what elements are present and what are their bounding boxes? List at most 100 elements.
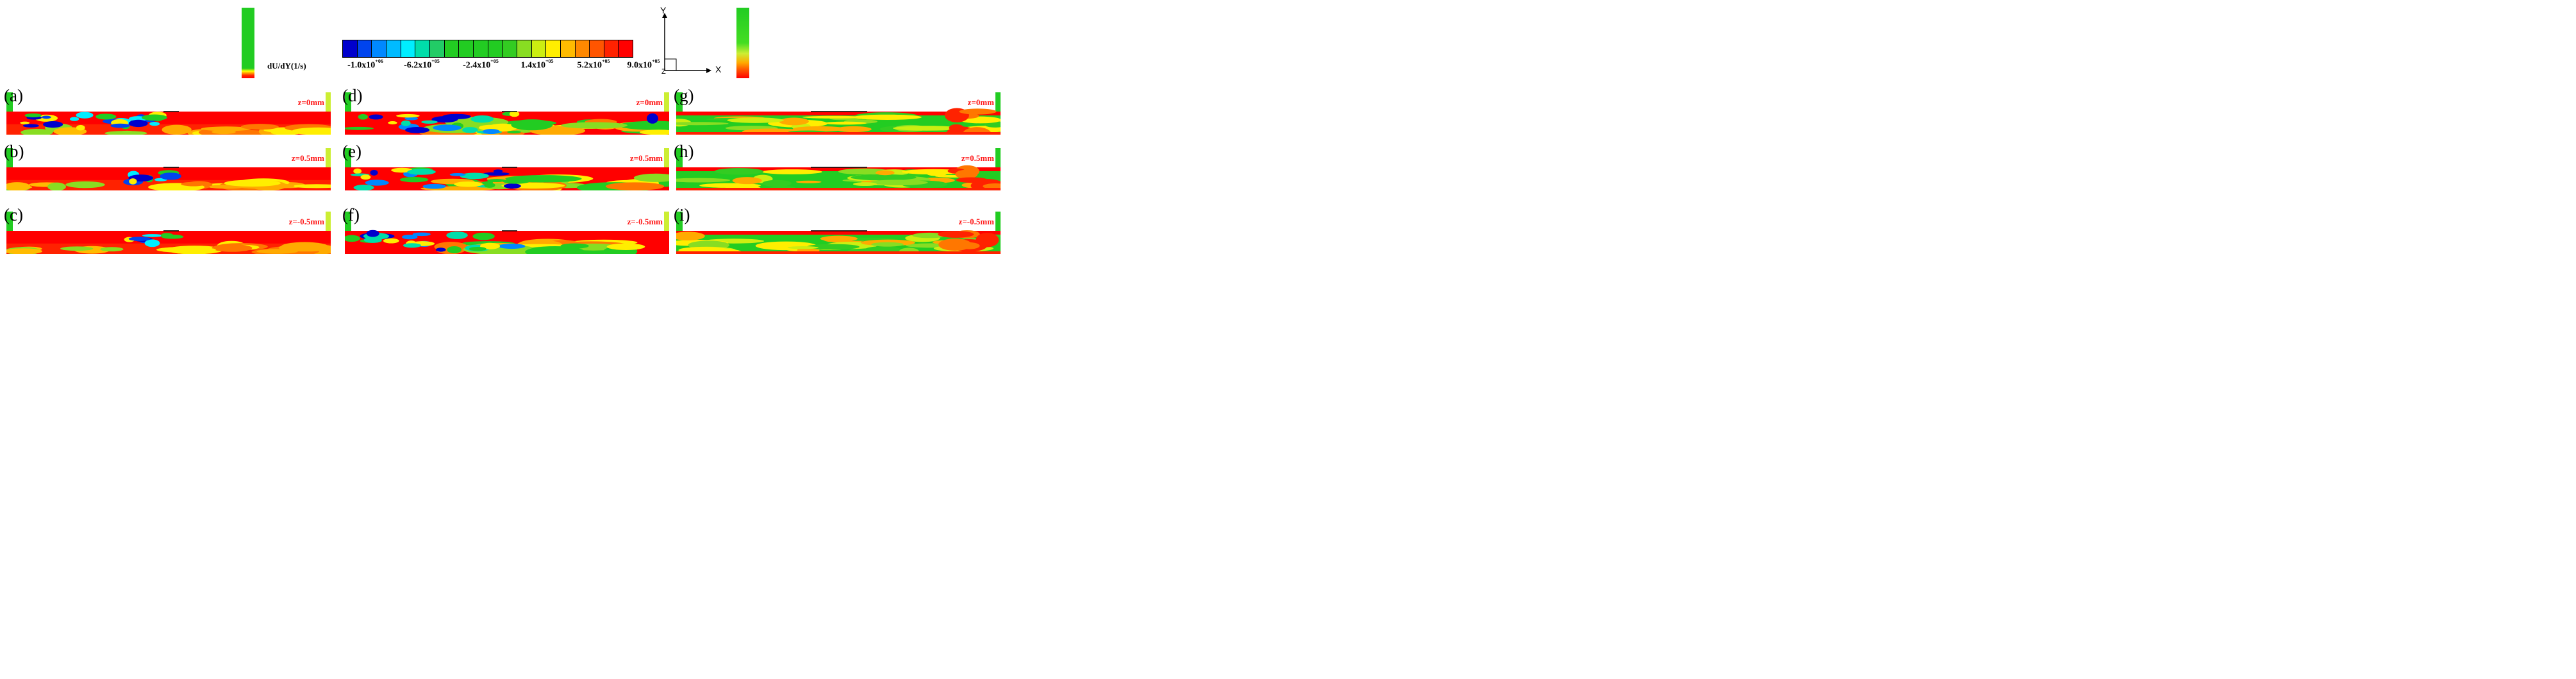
contour-region — [345, 126, 374, 130]
contour-plot — [676, 92, 1001, 135]
contour-region — [871, 242, 904, 247]
axes-indicator: Y X Z — [656, 5, 727, 77]
contour-region — [6, 248, 42, 254]
vortex-region — [647, 113, 658, 124]
contour-region — [958, 242, 980, 249]
contour-region — [479, 242, 501, 249]
contour-region — [449, 173, 466, 176]
contour-region — [870, 180, 928, 186]
contour-region — [96, 113, 117, 120]
contour-region — [483, 129, 500, 135]
colorbar-tick-label: -1.0x10+06 — [347, 58, 383, 71]
colorbar-tick-label: -2.4x10+05 — [463, 58, 499, 71]
contour-region — [181, 181, 206, 187]
contour-region — [24, 113, 42, 118]
panel-z-label: z=-0.5mm — [627, 217, 663, 226]
contour-region — [761, 169, 822, 174]
contour-region — [360, 174, 371, 180]
contour-region — [291, 184, 331, 189]
contour-region — [47, 182, 66, 190]
contour-region — [983, 183, 1001, 189]
contour-region — [435, 247, 446, 252]
contour-region — [787, 246, 819, 249]
colorbar-swatch — [488, 40, 503, 57]
contour-region — [353, 185, 374, 190]
contour-region — [292, 127, 331, 135]
contour-region — [156, 246, 216, 253]
contour-region — [976, 233, 999, 247]
colorbar-swatch — [459, 40, 474, 57]
colorbar-tick-text: -6.2x10 — [404, 60, 432, 71]
contour-region — [370, 169, 378, 176]
contour-region — [938, 231, 974, 238]
colorbar-swatch — [473, 40, 488, 57]
colorbar-title: dU/dY(1/s) — [267, 61, 306, 71]
contour-region — [462, 127, 478, 133]
contour-region — [421, 120, 438, 124]
contour-region — [100, 247, 124, 252]
inlet-strip — [6, 212, 13, 231]
panel-label: (d) — [342, 86, 363, 105]
outlet-strip — [995, 92, 1001, 112]
contour-region — [65, 181, 105, 189]
contour-region — [714, 168, 764, 175]
contour-region — [493, 169, 503, 173]
colorbar-tick-text: 9.0x10 — [627, 60, 652, 71]
contour-plot — [676, 148, 1001, 190]
contour-region — [820, 235, 858, 242]
colorbar-swatch — [429, 40, 445, 57]
contour-region — [399, 177, 429, 183]
contour-region — [396, 113, 420, 118]
contour-region — [401, 120, 411, 126]
contour-region — [142, 114, 167, 121]
inlet-strip — [345, 212, 351, 231]
colorbar-swatch — [503, 40, 517, 57]
inlet-strip — [676, 148, 683, 167]
outlet-strip — [664, 212, 669, 231]
contour-region — [835, 126, 872, 133]
colorbar — [342, 40, 633, 58]
contour-region — [460, 172, 489, 180]
contour-region — [128, 119, 148, 128]
colorbar-swatch — [357, 40, 372, 57]
contour-region — [129, 178, 137, 185]
colorbar-tick-exponent: +05 — [545, 58, 554, 64]
contour-region — [383, 238, 399, 244]
contour-region — [676, 188, 1001, 190]
contour-region — [802, 115, 865, 119]
contour-plot — [345, 148, 669, 190]
contour-region — [403, 243, 421, 248]
contour-region — [852, 182, 877, 187]
contour-panel: (d) z=0mm — [342, 86, 669, 135]
inlet-strip — [345, 148, 351, 167]
panel-z-label: z=0.5mm — [291, 153, 324, 163]
inlet-strip — [676, 212, 683, 231]
colorbar-swatch — [401, 40, 416, 57]
contour-plot — [6, 212, 331, 254]
contour-plot — [676, 212, 1001, 254]
contour-region — [212, 244, 253, 252]
colorbar-swatch — [546, 40, 561, 57]
contour-region — [446, 231, 468, 239]
contour-region — [358, 113, 369, 120]
contour-region — [503, 183, 521, 189]
contour-region — [43, 121, 63, 128]
contour-plot — [345, 92, 669, 135]
contour-region — [240, 124, 279, 130]
contour-region — [912, 232, 947, 239]
contour-region — [525, 246, 585, 254]
contour-region — [633, 173, 669, 182]
colorbar-tick-exponent: +05 — [490, 58, 499, 64]
panel-label: (b) — [4, 142, 24, 161]
inlet-strip — [6, 148, 13, 167]
contour-region — [676, 231, 705, 241]
colorbar-tick-label: 9.0x10+05 — [627, 58, 660, 71]
contour-region — [405, 126, 430, 133]
contour-region — [391, 167, 413, 173]
contour-region — [104, 131, 147, 135]
contour-region — [160, 233, 174, 238]
contour-region — [20, 121, 30, 124]
panel-z-label: z=0.5mm — [629, 153, 663, 163]
contour-region — [676, 231, 1001, 235]
right-inlet-strip — [736, 8, 749, 78]
